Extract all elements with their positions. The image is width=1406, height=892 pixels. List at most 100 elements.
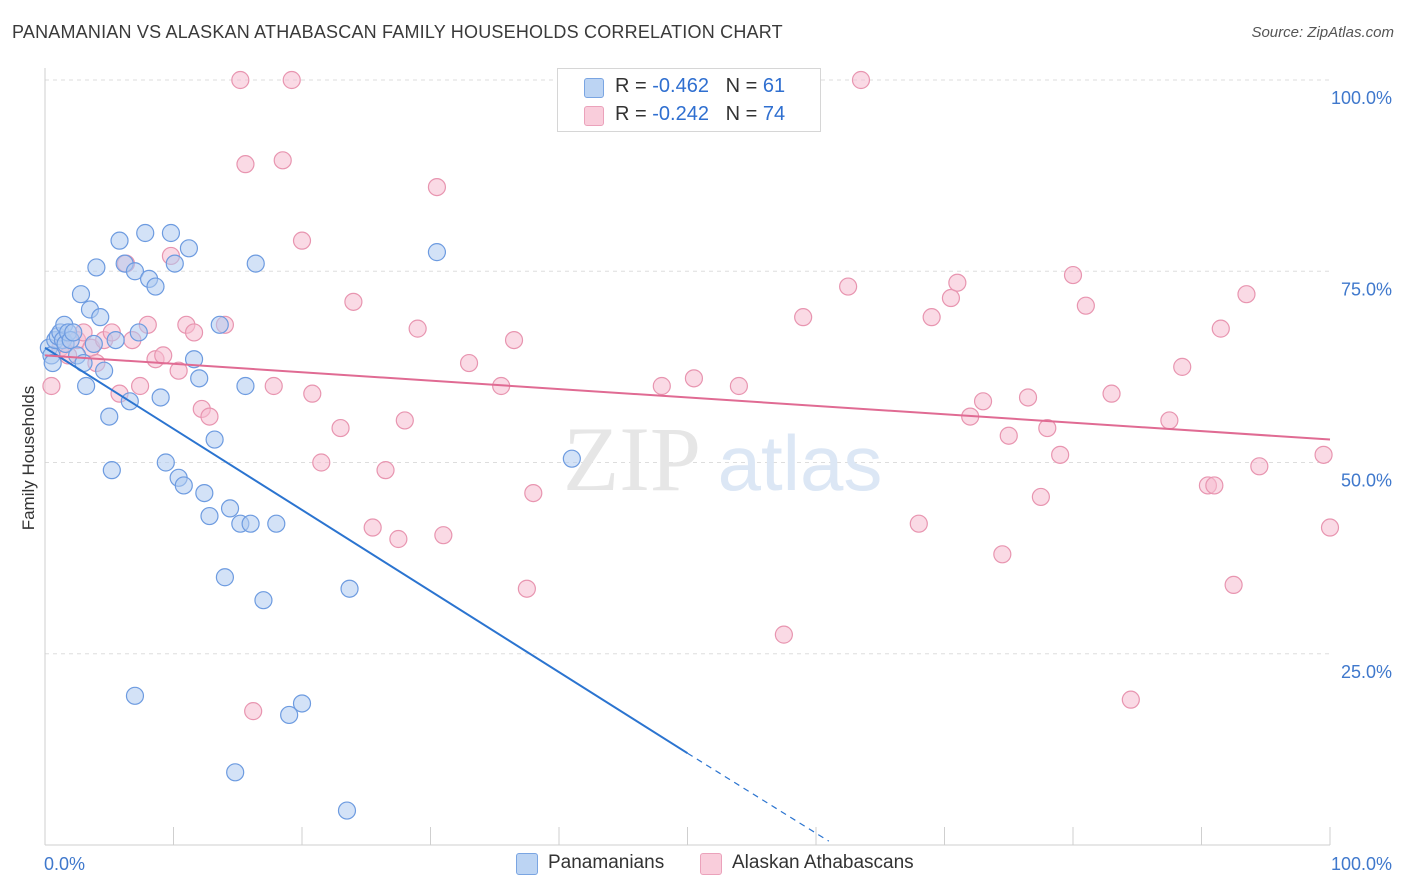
point-panamanians: [226, 763, 245, 782]
point-alaskan-athabascans: [1173, 357, 1192, 376]
point-alaskan-athabascans: [200, 407, 219, 426]
y-tick-label: 50.0%: [1341, 471, 1392, 491]
legend-n-value: 74: [762, 103, 786, 125]
point-panamanians: [200, 506, 219, 526]
point-panamanians: [190, 369, 209, 388]
y-tick-label: 75.0%: [1341, 279, 1392, 299]
point-alaskan-athabascans: [434, 526, 453, 545]
point-alaskan-athabascans: [839, 277, 858, 296]
point-alaskan-athabascans: [244, 702, 263, 721]
legend-r-value: -0.462: [652, 75, 709, 97]
point-panamanians: [91, 308, 110, 327]
point-panamanians: [136, 223, 155, 243]
point-panamanians: [184, 350, 204, 369]
axes: [44, 68, 1331, 846]
point-alaskan-athabascans: [1224, 575, 1243, 595]
point-alaskan-athabascans: [264, 376, 283, 396]
point-alaskan-athabascans: [794, 308, 813, 327]
watermark-atlas: atlas: [718, 419, 883, 507]
trend-lines: [44, 346, 1331, 842]
point-panamanians: [125, 262, 145, 281]
bottom-legend-panamanians: Panamanians: [548, 852, 665, 873]
point-alaskan-athabascans: [1211, 319, 1230, 338]
legend-n-value: 61: [762, 75, 786, 97]
legend-swatch-pink: [584, 106, 604, 126]
point-alaskan-athabascans: [1205, 476, 1224, 495]
legend-r-label: R =: [615, 103, 653, 125]
point-alaskan-athabascans: [130, 376, 150, 396]
point-alaskan-athabascans: [524, 484, 543, 503]
point-alaskan-athabascans: [231, 70, 250, 90]
point-alaskan-athabascans: [1038, 418, 1057, 438]
point-alaskan-athabascans: [273, 151, 292, 170]
point-panamanians: [220, 499, 240, 518]
trend-line-panamanians-extrapolated: [687, 752, 830, 842]
point-panamanians: [125, 686, 145, 705]
point-alaskan-athabascans: [1031, 487, 1050, 507]
point-alaskan-athabascans: [344, 292, 363, 311]
point-alaskan-athabascans: [774, 625, 793, 644]
point-alaskan-athabascans: [684, 369, 704, 388]
legend-n-label: N =: [725, 103, 763, 125]
point-alaskan-athabascans: [1051, 445, 1070, 464]
point-alaskan-athabascans: [517, 579, 536, 598]
point-alaskan-athabascans: [303, 384, 322, 403]
legend-row-alaskan-athabascans: R = -0.242 N = 74: [558, 101, 820, 129]
point-panamanians: [84, 334, 103, 354]
legend-row-panamanians: R = -0.462 N = 61: [558, 73, 820, 101]
point-panamanians: [205, 430, 224, 449]
tick-labels: 25.0% 50.0% 75.0% 100.0% 0.0% 100.0%: [44, 88, 1392, 874]
point-panamanians: [267, 514, 286, 533]
chart-source: Source: ZipAtlas.com: [1251, 24, 1394, 41]
point-alaskan-athabascans: [729, 376, 749, 396]
y-tick-label: 25.0%: [1341, 662, 1392, 682]
point-alaskan-athabascans: [395, 411, 414, 430]
point-panamanians: [427, 243, 447, 262]
point-panamanians: [156, 453, 175, 472]
point-panamanians: [77, 376, 96, 396]
point-panamanians: [174, 476, 193, 495]
point-panamanians: [340, 579, 359, 598]
point-alaskan-athabascans: [973, 392, 993, 411]
point-panamanians: [241, 514, 260, 533]
point-panamanians: [215, 568, 234, 587]
point-alaskan-athabascans: [389, 529, 408, 549]
point-alaskan-athabascans: [652, 376, 671, 396]
point-alaskan-athabascans: [363, 518, 382, 537]
x-tick-label-min: 0.0%: [44, 854, 85, 874]
point-panamanians: [110, 231, 129, 250]
watermark-zip: ZIP: [563, 408, 701, 510]
point-alaskan-athabascans: [1314, 445, 1333, 464]
point-alaskan-athabascans: [1160, 411, 1179, 430]
point-alaskan-athabascans: [292, 231, 312, 250]
point-panamanians: [151, 388, 170, 407]
point-alaskan-athabascans: [504, 331, 524, 350]
data-points: [39, 70, 1340, 820]
point-alaskan-athabascans: [851, 70, 871, 90]
point-panamanians: [129, 323, 148, 342]
bottom-legend-swatch-pink: [700, 853, 722, 875]
point-panamanians: [71, 285, 91, 304]
point-panamanians: [100, 407, 119, 426]
point-alaskan-athabascans: [184, 323, 204, 342]
point-panamanians: [87, 258, 106, 277]
point-alaskan-athabascans: [154, 346, 173, 365]
point-panamanians: [195, 484, 214, 503]
legend-r-value: -0.242: [652, 103, 709, 125]
point-alaskan-athabascans: [1102, 384, 1121, 403]
point-alaskan-athabascans: [1063, 265, 1083, 285]
point-panamanians: [146, 277, 165, 296]
point-alaskan-athabascans: [459, 353, 479, 373]
point-panamanians: [292, 694, 312, 713]
point-alaskan-athabascans: [909, 514, 928, 533]
point-alaskan-athabascans: [169, 361, 188, 380]
y-axis-label: Family Households: [19, 386, 38, 531]
trend-line-alaskan-athabascans: [44, 354, 1331, 441]
bottom-legend-swatch-blue: [516, 853, 538, 875]
chart-title: PANAMANIAN VS ALASKAN ATHABASCAN FAMILY …: [12, 22, 783, 42]
point-alaskan-athabascans: [922, 308, 941, 327]
point-alaskan-athabascans: [1076, 296, 1095, 315]
point-panamanians: [165, 254, 184, 273]
legend-text-1: R = -0.462 N = 61: [615, 75, 785, 98]
